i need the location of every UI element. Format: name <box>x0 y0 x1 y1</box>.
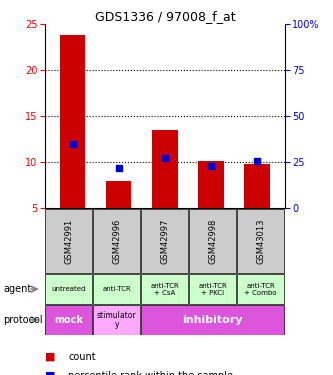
Text: anti-TCR: anti-TCR <box>103 286 131 292</box>
Text: GSM42998: GSM42998 <box>208 218 217 264</box>
Text: stimulator
y: stimulator y <box>97 310 137 329</box>
Text: protocol: protocol <box>3 315 43 325</box>
Bar <box>60 35 85 208</box>
Text: GSM42996: GSM42996 <box>112 218 122 264</box>
Text: mock: mock <box>54 315 84 325</box>
Point <box>208 163 213 169</box>
Text: GSM42997: GSM42997 <box>160 218 169 264</box>
Text: agent: agent <box>3 284 32 294</box>
Text: anti-TCR
+ CsA: anti-TCR + CsA <box>151 283 179 296</box>
Point <box>254 158 260 164</box>
Bar <box>237 274 284 304</box>
Text: untreated: untreated <box>52 286 86 292</box>
Bar <box>93 305 141 334</box>
Bar <box>93 209 141 273</box>
Text: count: count <box>68 352 96 362</box>
Bar <box>189 209 236 273</box>
Bar <box>141 274 188 304</box>
Bar <box>189 274 236 304</box>
Text: anti-TCR
+ Combo: anti-TCR + Combo <box>244 283 277 296</box>
Text: inhibitory: inhibitory <box>182 315 243 325</box>
Bar <box>152 130 177 208</box>
Point <box>116 165 122 171</box>
Bar <box>141 209 188 273</box>
Title: GDS1336 / 97008_f_at: GDS1336 / 97008_f_at <box>95 10 235 23</box>
Text: GSM42991: GSM42991 <box>64 218 74 264</box>
Bar <box>45 209 93 273</box>
Text: ■: ■ <box>45 371 56 375</box>
Point <box>70 141 75 147</box>
Text: anti-TCR
+ PKCi: anti-TCR + PKCi <box>198 283 227 296</box>
Text: percentile rank within the sample: percentile rank within the sample <box>68 371 233 375</box>
Bar <box>141 305 284 334</box>
Bar <box>45 274 93 304</box>
Bar <box>106 182 132 208</box>
Bar <box>237 209 284 273</box>
Text: GSM43013: GSM43013 <box>256 218 265 264</box>
Bar <box>45 305 93 334</box>
Point <box>162 154 167 160</box>
Text: ■: ■ <box>45 352 56 362</box>
Bar <box>93 274 141 304</box>
Bar <box>244 164 270 208</box>
Bar <box>198 161 224 208</box>
